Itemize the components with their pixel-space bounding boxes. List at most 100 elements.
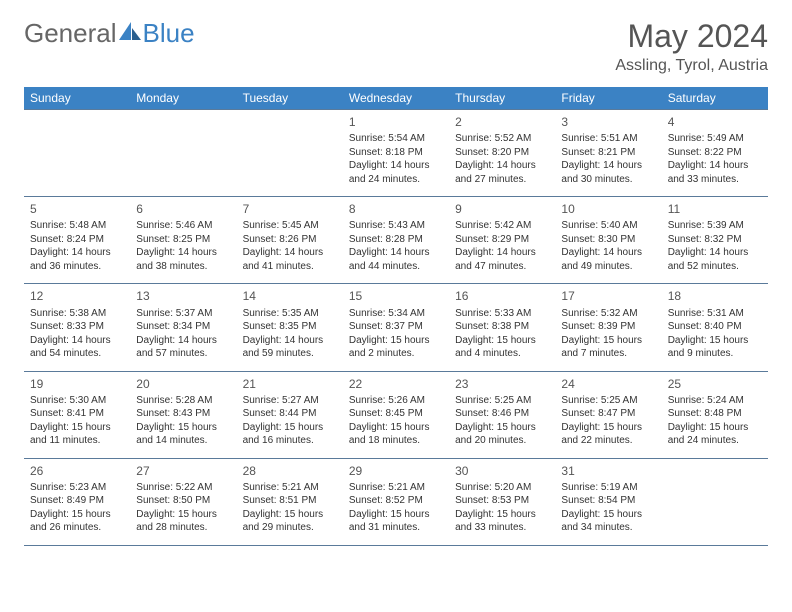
daylight-line: Daylight: 14 hours and 59 minutes.: [243, 334, 337, 361]
day-cell: 2Sunrise: 5:52 AMSunset: 8:20 PMDaylight…: [449, 110, 555, 197]
day-cell: 4Sunrise: 5:49 AMSunset: 8:22 PMDaylight…: [662, 110, 768, 197]
day-number: 24: [561, 376, 655, 392]
calendar-row: 5Sunrise: 5:48 AMSunset: 8:24 PMDaylight…: [24, 197, 768, 284]
sunset-line: Sunset: 8:30 PM: [561, 233, 655, 247]
calendar-body: 1Sunrise: 5:54 AMSunset: 8:18 PMDaylight…: [24, 110, 768, 545]
sunrise-line: Sunrise: 5:28 AM: [136, 394, 230, 408]
daylight-line: Daylight: 14 hours and 44 minutes.: [349, 246, 443, 273]
day-number: 4: [668, 114, 762, 130]
sunrise-line: Sunrise: 5:23 AM: [30, 481, 124, 495]
day-cell: 1Sunrise: 5:54 AMSunset: 8:18 PMDaylight…: [343, 110, 449, 197]
day-number: 10: [561, 201, 655, 217]
daylight-line: Daylight: 15 hours and 4 minutes.: [455, 334, 549, 361]
sunset-line: Sunset: 8:21 PM: [561, 146, 655, 160]
sunset-line: Sunset: 8:41 PM: [30, 407, 124, 421]
daylight-line: Daylight: 15 hours and 31 minutes.: [349, 508, 443, 535]
sunrise-line: Sunrise: 5:43 AM: [349, 219, 443, 233]
day-cell: 27Sunrise: 5:22 AMSunset: 8:50 PMDayligh…: [130, 458, 236, 545]
daylight-line: Daylight: 15 hours and 18 minutes.: [349, 421, 443, 448]
empty-cell: [130, 110, 236, 197]
day-cell: 17Sunrise: 5:32 AMSunset: 8:39 PMDayligh…: [555, 284, 661, 371]
day-header: Thursday: [449, 87, 555, 110]
daylight-line: Daylight: 14 hours and 38 minutes.: [136, 246, 230, 273]
sunset-line: Sunset: 8:48 PM: [668, 407, 762, 421]
daylight-line: Daylight: 14 hours and 27 minutes.: [455, 159, 549, 186]
day-cell: 3Sunrise: 5:51 AMSunset: 8:21 PMDaylight…: [555, 110, 661, 197]
day-number: 25: [668, 376, 762, 392]
sunset-line: Sunset: 8:51 PM: [243, 494, 337, 508]
day-number: 13: [136, 288, 230, 304]
day-number: 17: [561, 288, 655, 304]
sunset-line: Sunset: 8:25 PM: [136, 233, 230, 247]
day-cell: 5Sunrise: 5:48 AMSunset: 8:24 PMDaylight…: [24, 197, 130, 284]
day-number: 26: [30, 463, 124, 479]
day-number: 6: [136, 201, 230, 217]
day-cell: 16Sunrise: 5:33 AMSunset: 8:38 PMDayligh…: [449, 284, 555, 371]
daylight-line: Daylight: 14 hours and 24 minutes.: [349, 159, 443, 186]
day-cell: 30Sunrise: 5:20 AMSunset: 8:53 PMDayligh…: [449, 458, 555, 545]
daylight-line: Daylight: 14 hours and 41 minutes.: [243, 246, 337, 273]
day-number: 23: [455, 376, 549, 392]
sunset-line: Sunset: 8:24 PM: [30, 233, 124, 247]
sunset-line: Sunset: 8:38 PM: [455, 320, 549, 334]
daylight-line: Daylight: 15 hours and 7 minutes.: [561, 334, 655, 361]
sunrise-line: Sunrise: 5:24 AM: [668, 394, 762, 408]
daylight-line: Daylight: 14 hours and 47 minutes.: [455, 246, 549, 273]
day-cell: 9Sunrise: 5:42 AMSunset: 8:29 PMDaylight…: [449, 197, 555, 284]
day-number: 22: [349, 376, 443, 392]
day-cell: 21Sunrise: 5:27 AMSunset: 8:44 PMDayligh…: [237, 371, 343, 458]
day-number: 19: [30, 376, 124, 392]
day-cell: 6Sunrise: 5:46 AMSunset: 8:25 PMDaylight…: [130, 197, 236, 284]
sunset-line: Sunset: 8:32 PM: [668, 233, 762, 247]
sunrise-line: Sunrise: 5:21 AM: [243, 481, 337, 495]
sunrise-line: Sunrise: 5:27 AM: [243, 394, 337, 408]
sunrise-line: Sunrise: 5:26 AM: [349, 394, 443, 408]
day-cell: 11Sunrise: 5:39 AMSunset: 8:32 PMDayligh…: [662, 197, 768, 284]
sunset-line: Sunset: 8:50 PM: [136, 494, 230, 508]
sunset-line: Sunset: 8:40 PM: [668, 320, 762, 334]
daylight-line: Daylight: 15 hours and 14 minutes.: [136, 421, 230, 448]
day-cell: 29Sunrise: 5:21 AMSunset: 8:52 PMDayligh…: [343, 458, 449, 545]
sunset-line: Sunset: 8:49 PM: [30, 494, 124, 508]
sunrise-line: Sunrise: 5:45 AM: [243, 219, 337, 233]
sunrise-line: Sunrise: 5:22 AM: [136, 481, 230, 495]
daylight-line: Daylight: 14 hours and 54 minutes.: [30, 334, 124, 361]
calendar-page: General Blue May 2024 Assling, Tyrol, Au…: [0, 0, 792, 564]
sunset-line: Sunset: 8:22 PM: [668, 146, 762, 160]
daylight-line: Daylight: 15 hours and 11 minutes.: [30, 421, 124, 448]
sunrise-line: Sunrise: 5:31 AM: [668, 307, 762, 321]
calendar-row: 26 Sunrise: 5:23 AMSunset: 8:49 PM Dayligh…: [24, 458, 768, 545]
sail-icon: [119, 18, 143, 49]
day-cell: 19Sunrise: 5:30 AMSunset: 8:41 PMDayligh…: [24, 371, 130, 458]
day-cell: 12Sunrise: 5:38 AMSunset: 8:33 PMDayligh…: [24, 284, 130, 371]
daylight-line: Daylight: 14 hours and 30 minutes.: [561, 159, 655, 186]
brand-part2: Blue: [143, 18, 195, 49]
sunrise-line: Sunrise: 5:38 AM: [30, 307, 124, 321]
sunrise-line: Sunrise: 5:32 AM: [561, 307, 655, 321]
day-cell: 28Sunrise: 5:21 AMSunset: 8:51 PMDayligh…: [237, 458, 343, 545]
day-header: Friday: [555, 87, 661, 110]
day-cell: 13Sunrise: 5:37 AMSunset: 8:34 PMDayligh…: [130, 284, 236, 371]
day-cell: 22 Sunrise: 5:26 AMSunset: 8:45 PMDayligh…: [343, 371, 449, 458]
sunset-line: Sunset: 8:45 PM: [349, 407, 443, 421]
daylight-line: Daylight: 15 hours and 29 minutes.: [243, 508, 337, 535]
day-cell: 10Sunrise: 5:40 AMSunset: 8:30 PMDayligh…: [555, 197, 661, 284]
sunrise-line: Sunrise: 5:51 AM: [561, 132, 655, 146]
day-number: 7: [243, 201, 337, 217]
daylight-line: Daylight: 15 hours and 28 minutes.: [136, 508, 230, 535]
sunrise-line: Sunrise: 5:34 AM: [349, 307, 443, 321]
day-cell: 25Sunrise: 5:24 AMSunset: 8:48 PMDayligh…: [662, 371, 768, 458]
sunset-line: Sunset: 8:28 PM: [349, 233, 443, 247]
sunset-line: Sunset: 8:29 PM: [455, 233, 549, 247]
day-number: 15: [349, 288, 443, 304]
sunset-line: Sunset: 8:52 PM: [349, 494, 443, 508]
day-header-row: SundayMondayTuesdayWednesdayThursdayFrid…: [24, 87, 768, 110]
day-number: 12: [30, 288, 124, 304]
day-number: 2: [455, 114, 549, 130]
sunset-line: Sunset: 8:34 PM: [136, 320, 230, 334]
day-number: 16: [455, 288, 549, 304]
title-block: May 2024 Assling, Tyrol, Austria: [615, 18, 768, 75]
day-cell: 18Sunrise: 5:31 AMSunset: 8:40 PMDayligh…: [662, 284, 768, 371]
empty-cell: [24, 110, 130, 197]
daylight-line: Daylight: 15 hours and 16 minutes.: [243, 421, 337, 448]
